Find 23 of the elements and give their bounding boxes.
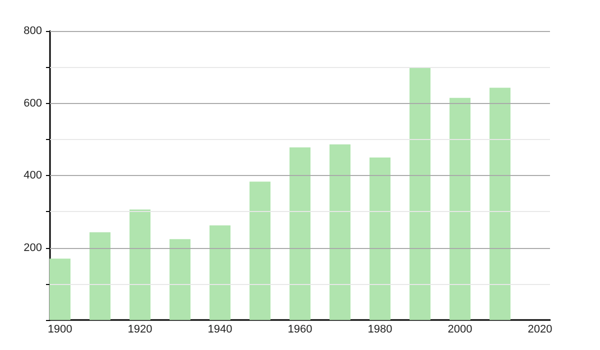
x-tick-label: 1960 [288, 324, 312, 336]
x-tick-label: 1900 [48, 324, 72, 336]
bar [450, 98, 470, 320]
bar [410, 68, 430, 320]
bar [290, 147, 310, 320]
bar [330, 144, 350, 320]
y-tick-label: 200 [24, 242, 42, 254]
bar [170, 239, 190, 320]
bar [250, 182, 270, 320]
bar [210, 225, 230, 320]
bar [90, 232, 110, 320]
bar [50, 258, 70, 320]
x-tick-label: 1920 [128, 324, 152, 336]
bar [370, 157, 390, 320]
x-tick-label: 1940 [208, 324, 232, 336]
y-tick-label: 800 [24, 25, 42, 37]
y-tick-label: 600 [24, 97, 42, 110]
x-tick-label: 1980 [368, 324, 392, 336]
x-tick-label: 2020 [528, 324, 552, 336]
x-tick-label: 2000 [448, 324, 472, 336]
bar [130, 209, 150, 320]
y-tick-label: 400 [24, 170, 42, 182]
bar [490, 88, 510, 320]
